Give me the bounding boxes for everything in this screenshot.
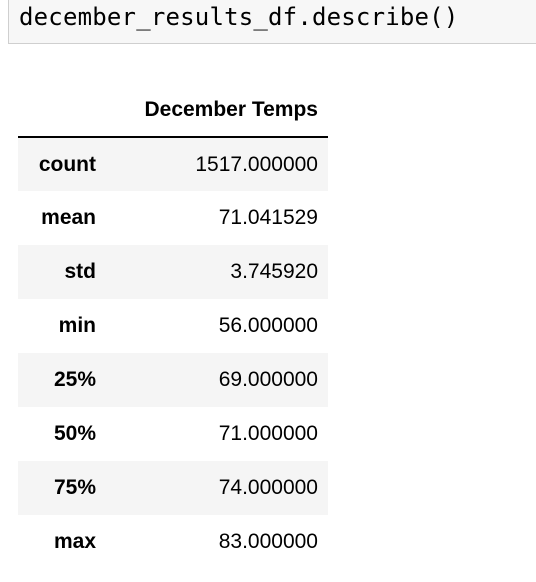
table-header-row: December Temps xyxy=(18,84,328,138)
row-label: max xyxy=(53,530,96,553)
row-value: 1517.000000 xyxy=(195,152,318,176)
row-label: mean xyxy=(41,206,96,229)
row-label: min xyxy=(58,314,96,337)
row-label: std xyxy=(64,260,97,283)
row-label: 50% xyxy=(53,422,96,445)
table-row: 50% 71.000000 xyxy=(18,407,328,461)
row-label: count xyxy=(38,152,96,176)
table-row: max 83.000000 xyxy=(18,515,328,569)
code-cell-source: december_results_df.describe() xyxy=(19,3,459,31)
row-value: 71.000000 xyxy=(218,422,318,445)
table-row: 25% 69.000000 xyxy=(18,353,328,407)
row-label: 25% xyxy=(53,368,96,391)
row-value: 74.000000 xyxy=(218,476,318,499)
table-corner-cell xyxy=(18,84,114,138)
code-cell-input[interactable]: december_results_df.describe() xyxy=(8,0,536,44)
table-row: std 3.745920 xyxy=(18,245,328,299)
table-row: count 1517.000000 xyxy=(18,137,328,191)
row-value: 69.000000 xyxy=(218,368,318,391)
describe-output-table: December Temps count 1517.000000 mean 71… xyxy=(18,84,328,569)
table-row: min 56.000000 xyxy=(18,299,328,353)
row-value: 83.000000 xyxy=(218,530,318,553)
row-value: 3.745920 xyxy=(230,260,318,283)
row-value: 71.041529 xyxy=(218,206,318,229)
table-row: mean 71.041529 xyxy=(18,191,328,245)
column-header-december-temps: December Temps xyxy=(114,84,328,138)
table-row: 75% 74.000000 xyxy=(18,461,328,515)
row-label: 75% xyxy=(53,476,96,499)
row-value: 56.000000 xyxy=(218,314,318,337)
